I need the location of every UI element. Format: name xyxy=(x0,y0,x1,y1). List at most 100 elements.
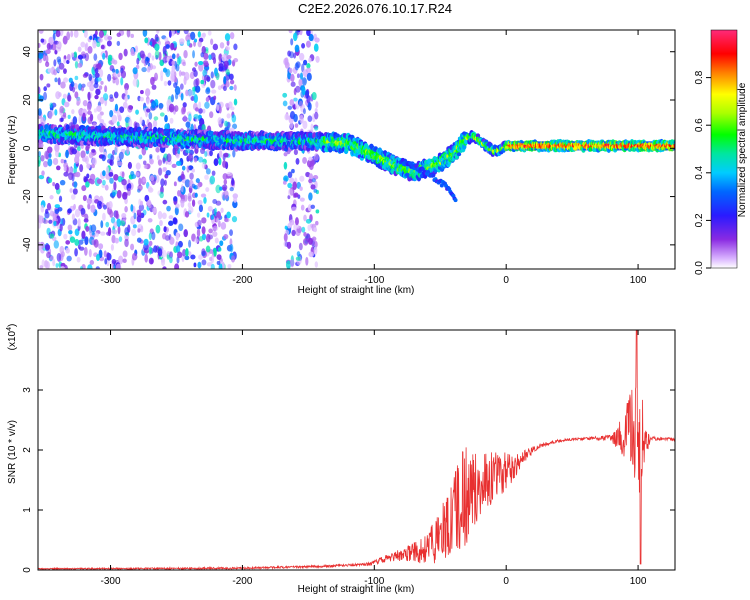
noise-cell xyxy=(182,102,187,108)
snr-scale-prefix: (x10 xyxy=(7,330,18,350)
noise-cell xyxy=(97,113,102,121)
noise-cell xyxy=(193,69,198,78)
noise-cell xyxy=(147,185,153,192)
noise-cell xyxy=(115,69,119,74)
noise-cell xyxy=(157,248,163,257)
noise-cell xyxy=(196,183,201,190)
noise-cell xyxy=(66,59,70,64)
noise-cell xyxy=(108,201,113,210)
noise-cell xyxy=(175,160,182,166)
noise-cell xyxy=(229,229,233,236)
noise-cell xyxy=(148,240,153,247)
noise-cell xyxy=(171,53,176,60)
noise-cell xyxy=(183,194,188,202)
noise-cell xyxy=(298,100,303,108)
noise-cell xyxy=(297,30,301,33)
noise-cell xyxy=(151,65,157,70)
noise-cell xyxy=(204,174,209,180)
noise-cell xyxy=(41,170,45,176)
noise-cell xyxy=(211,170,216,176)
noise-cell xyxy=(138,154,143,160)
noise-cell xyxy=(38,30,44,34)
noise-cell xyxy=(284,113,290,121)
noise-cell xyxy=(208,54,212,61)
noise-cell xyxy=(195,178,200,184)
noise-cell xyxy=(139,96,145,102)
noise-cell xyxy=(74,91,79,99)
noise-cell xyxy=(85,145,90,152)
noise-cell xyxy=(186,39,191,47)
noise-cell xyxy=(100,44,105,50)
noise-cell xyxy=(205,245,211,253)
noise-cell xyxy=(94,72,100,79)
noise-cell xyxy=(137,184,143,191)
noise-cell xyxy=(43,86,47,92)
noise-cell xyxy=(98,37,103,43)
noise-cell xyxy=(178,70,182,77)
noise-cell xyxy=(119,106,125,113)
noise-cell xyxy=(132,67,138,75)
noise-cell xyxy=(212,56,217,65)
chart-title: C2E2.2026.076.10.17.R24 xyxy=(298,1,452,16)
noise-cell xyxy=(100,80,104,85)
noise-cell xyxy=(60,265,66,269)
noise-cell xyxy=(77,239,84,245)
noise-cell xyxy=(102,93,109,101)
noise-cell xyxy=(151,55,155,61)
noise-cell xyxy=(60,117,64,122)
noise-cell xyxy=(39,73,44,81)
noise-cell xyxy=(190,31,196,41)
noise-cell xyxy=(146,66,151,73)
noise-cell xyxy=(197,199,203,205)
noise-cell xyxy=(47,68,53,73)
noise-cell xyxy=(52,258,56,267)
noise-cell xyxy=(48,111,53,120)
noise-cell xyxy=(52,157,59,166)
noise-cell xyxy=(48,152,52,159)
noise-cell xyxy=(170,71,175,81)
noise-cell xyxy=(167,80,172,86)
noise-cell xyxy=(292,32,298,42)
noise-cell xyxy=(220,221,227,230)
noise-cell xyxy=(120,70,127,79)
noise-cell xyxy=(181,165,186,171)
noise-cell xyxy=(96,41,101,48)
noise-cell xyxy=(180,200,185,208)
noise-cell xyxy=(144,56,149,66)
noise-cell xyxy=(305,218,312,224)
noise-cell xyxy=(49,195,54,200)
noise-cell xyxy=(162,266,167,269)
noise-cell xyxy=(102,52,106,60)
noise-cell xyxy=(175,245,181,254)
noise-cell xyxy=(80,51,86,57)
noise-cell xyxy=(194,192,198,198)
noise-cell xyxy=(290,81,296,87)
noise-cell xyxy=(173,82,178,88)
noise-cell xyxy=(288,67,293,74)
noise-cell xyxy=(306,40,311,48)
noise-cell xyxy=(124,206,128,213)
noise-cell xyxy=(193,79,199,88)
noise-cell xyxy=(85,42,89,48)
noise-cell xyxy=(43,160,49,168)
noise-cell xyxy=(54,109,58,116)
noise-cell xyxy=(56,165,61,171)
noise-cell xyxy=(230,106,235,111)
noise-cell xyxy=(88,249,92,258)
noise-cell xyxy=(98,68,104,78)
noise-cell xyxy=(311,91,317,101)
noise-cell xyxy=(127,104,133,113)
noise-cell xyxy=(283,233,288,242)
noise-cell xyxy=(38,108,42,116)
noise-cell xyxy=(233,84,237,91)
noise-cell xyxy=(301,63,305,73)
noise-cell xyxy=(136,215,142,223)
noise-cell xyxy=(148,232,152,241)
noise-cell xyxy=(185,148,191,154)
noise-cell xyxy=(100,231,106,236)
noise-cell xyxy=(181,106,186,115)
noise-cell xyxy=(305,67,312,73)
noise-cell xyxy=(303,108,306,115)
noise-cell xyxy=(295,85,301,93)
noise-cell xyxy=(45,54,49,64)
